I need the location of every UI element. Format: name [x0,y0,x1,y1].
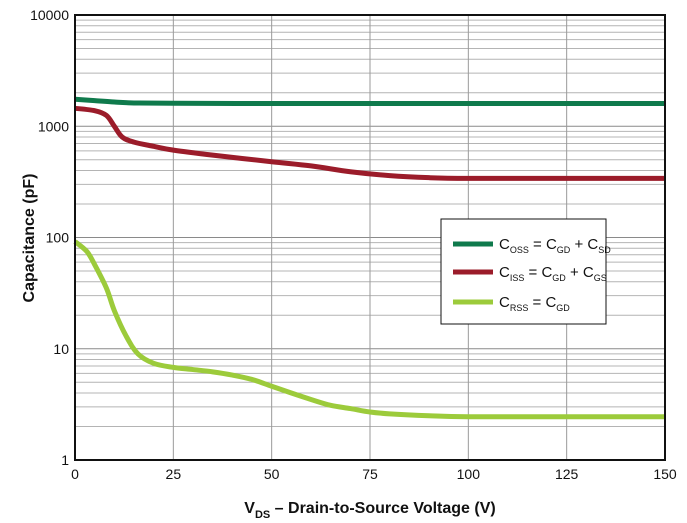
x-axis-title: VDS – Drain-to-Source Voltage (V) [244,500,495,521]
x-tick-label: 50 [264,466,280,482]
y-tick-label: 1000 [38,118,69,134]
x-tick-label: 0 [71,466,79,482]
x-tick-label: 25 [166,466,182,482]
series-line-1 [74,96,665,107]
y-tick-label: 100 [46,230,70,246]
x-axis-title-main: V [244,500,255,517]
x-tick-label: 125 [555,466,579,482]
y-tick-label: 10 [53,341,69,357]
y-axis-title: Capacitance (pF) [21,174,38,303]
legend: COSS = CGD + CSD CISS = CGD + CGS CRSS = C… [440,218,611,325]
plot-frame [74,14,666,461]
x-axis-title-rest: – Drain-to-Source Voltage (V) [270,500,496,517]
legend-label: COSS = CGD + CSD [499,236,611,255]
y-tick-labels: 1 10 100 1000 10000 [30,7,69,468]
series-line-3 [73,239,665,420]
x-tick-labels: 0 25 50 75 100 125 150 [71,466,677,482]
x-tick-label: 100 [457,466,481,482]
x-tick-label: 75 [362,466,378,482]
x-tick-label: 150 [653,466,677,482]
y-tick-label: 10000 [30,7,69,23]
legend-label: CRSS = CGD [499,294,570,313]
y-tick-label: 1 [61,452,69,468]
x-axis-title-sub: DS [255,509,270,521]
series-line-2 [74,105,665,181]
legend-label: CISS = CGD + CGS [499,264,607,283]
series-layer [73,96,665,420]
